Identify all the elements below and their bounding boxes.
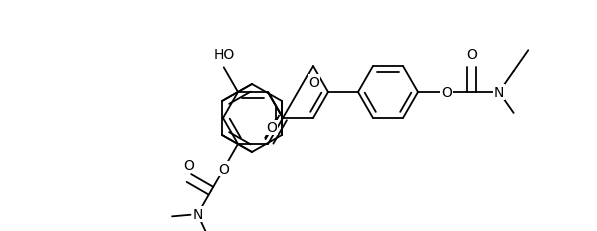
Text: O: O xyxy=(219,162,229,176)
Text: N: N xyxy=(192,207,203,221)
Text: O: O xyxy=(266,121,277,135)
Text: HO: HO xyxy=(213,48,235,62)
Text: O: O xyxy=(309,76,319,90)
Text: O: O xyxy=(467,47,478,61)
Text: O: O xyxy=(441,86,452,100)
Text: O: O xyxy=(183,158,195,172)
Text: N: N xyxy=(494,86,504,100)
